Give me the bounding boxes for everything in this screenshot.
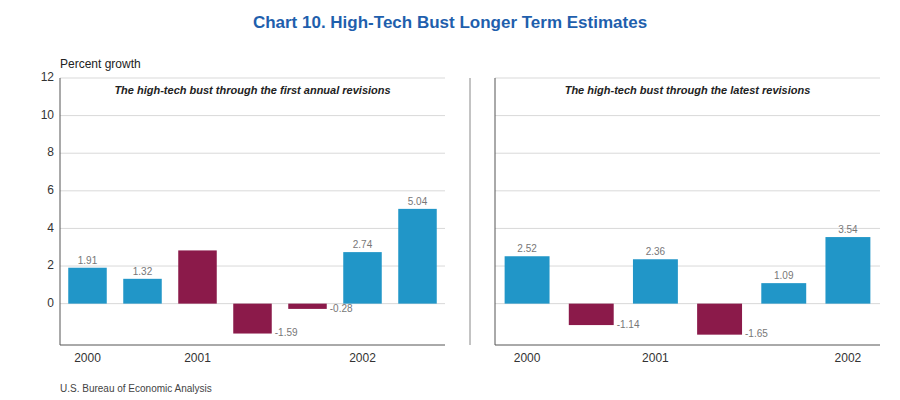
data-label: 2.52	[517, 243, 537, 254]
y-axis-line	[495, 78, 496, 345]
grid-line	[60, 190, 445, 191]
x-tick-label: 2000	[74, 351, 101, 365]
bar	[633, 259, 678, 303]
footnote: U.S. Bureau of Economic Analysis	[60, 383, 212, 394]
labels: 2.52 -1.14 2.36 -1.65 1.09 3.54	[517, 224, 858, 339]
bar	[569, 304, 614, 325]
y-tick-label: 8	[47, 145, 54, 159]
data-label: 5.04	[408, 196, 428, 207]
grid-line	[495, 153, 880, 154]
data-label: -0.28	[330, 303, 353, 314]
data-label: 1.09	[774, 270, 794, 281]
bar	[343, 252, 382, 304]
labels: 1.91 1.32 -1.59 -0.28 2.74 5.04	[78, 196, 428, 338]
bar	[178, 250, 217, 303]
data-label: 1.32	[133, 266, 153, 277]
grid-line	[495, 303, 880, 304]
grid-line	[60, 115, 445, 116]
y-tick-label: 4	[47, 221, 54, 235]
grid-line	[60, 78, 445, 79]
x-axis-line	[495, 345, 880, 346]
x-tick-label: 2001	[642, 351, 669, 365]
grid-line	[495, 78, 880, 79]
bar	[233, 304, 272, 334]
x-axis-line	[60, 345, 445, 346]
y-axis-label: Percent growth	[60, 57, 141, 71]
data-label: 2.36	[646, 246, 666, 257]
chart-figure: 0246810121.911.32-1.59-0.282.745.0420002…	[0, 0, 900, 400]
y-tick-label: 10	[41, 108, 55, 122]
subtitle: The high-tech bust through the latest re…	[565, 84, 811, 96]
x-tick-label: 2001	[184, 351, 211, 365]
data-label: 3.54	[838, 224, 858, 235]
subtitle: The high-tech bust through the first ann…	[114, 84, 390, 96]
bar	[505, 256, 550, 303]
y-axis-line	[60, 78, 61, 345]
bar	[288, 304, 327, 309]
grid-line	[495, 190, 880, 191]
data-label: 2.74	[353, 239, 373, 250]
bar	[825, 237, 870, 304]
grid-line	[495, 115, 880, 116]
y-tick-label: 2	[47, 258, 54, 272]
data-label: -1.65	[745, 328, 768, 339]
bars	[68, 209, 437, 334]
y-tick-label: 6	[47, 183, 54, 197]
page: {"chart_data": [ {"type": "bar", "title"…	[0, 0, 900, 400]
bar	[398, 209, 437, 304]
bar	[697, 304, 742, 335]
panel: 2.52 -1.14 2.36 -1.65 1.09 3.54 2000 2001 2002 Th…	[495, 78, 880, 365]
bars	[505, 237, 871, 335]
data-label: -1.14	[617, 319, 640, 330]
y-tick-label: 0	[47, 296, 54, 310]
data-label: 1.91	[78, 255, 98, 266]
y-tick-label: 12	[41, 70, 55, 84]
grid-line	[495, 266, 880, 267]
x-tick-label: 2002	[349, 351, 376, 365]
bar	[68, 268, 107, 304]
grid-line	[495, 228, 880, 229]
data-label: -1.59	[275, 327, 298, 338]
title: Chart 10. High-Tech Bust Longer Term Est…	[253, 13, 647, 32]
grid-line	[60, 153, 445, 154]
grid-line	[60, 266, 445, 267]
bar	[123, 279, 162, 304]
panel-divider	[470, 78, 471, 345]
bar	[761, 283, 806, 303]
x-tick-label: 2000	[514, 351, 541, 365]
x-tick-label: 2002	[835, 351, 862, 365]
grid-line	[60, 228, 445, 229]
panel: 0 2 4 6 8 10 12 1.91 1.32 -1.59 -0.28 2.74 5.04 2000 2…	[41, 70, 445, 365]
